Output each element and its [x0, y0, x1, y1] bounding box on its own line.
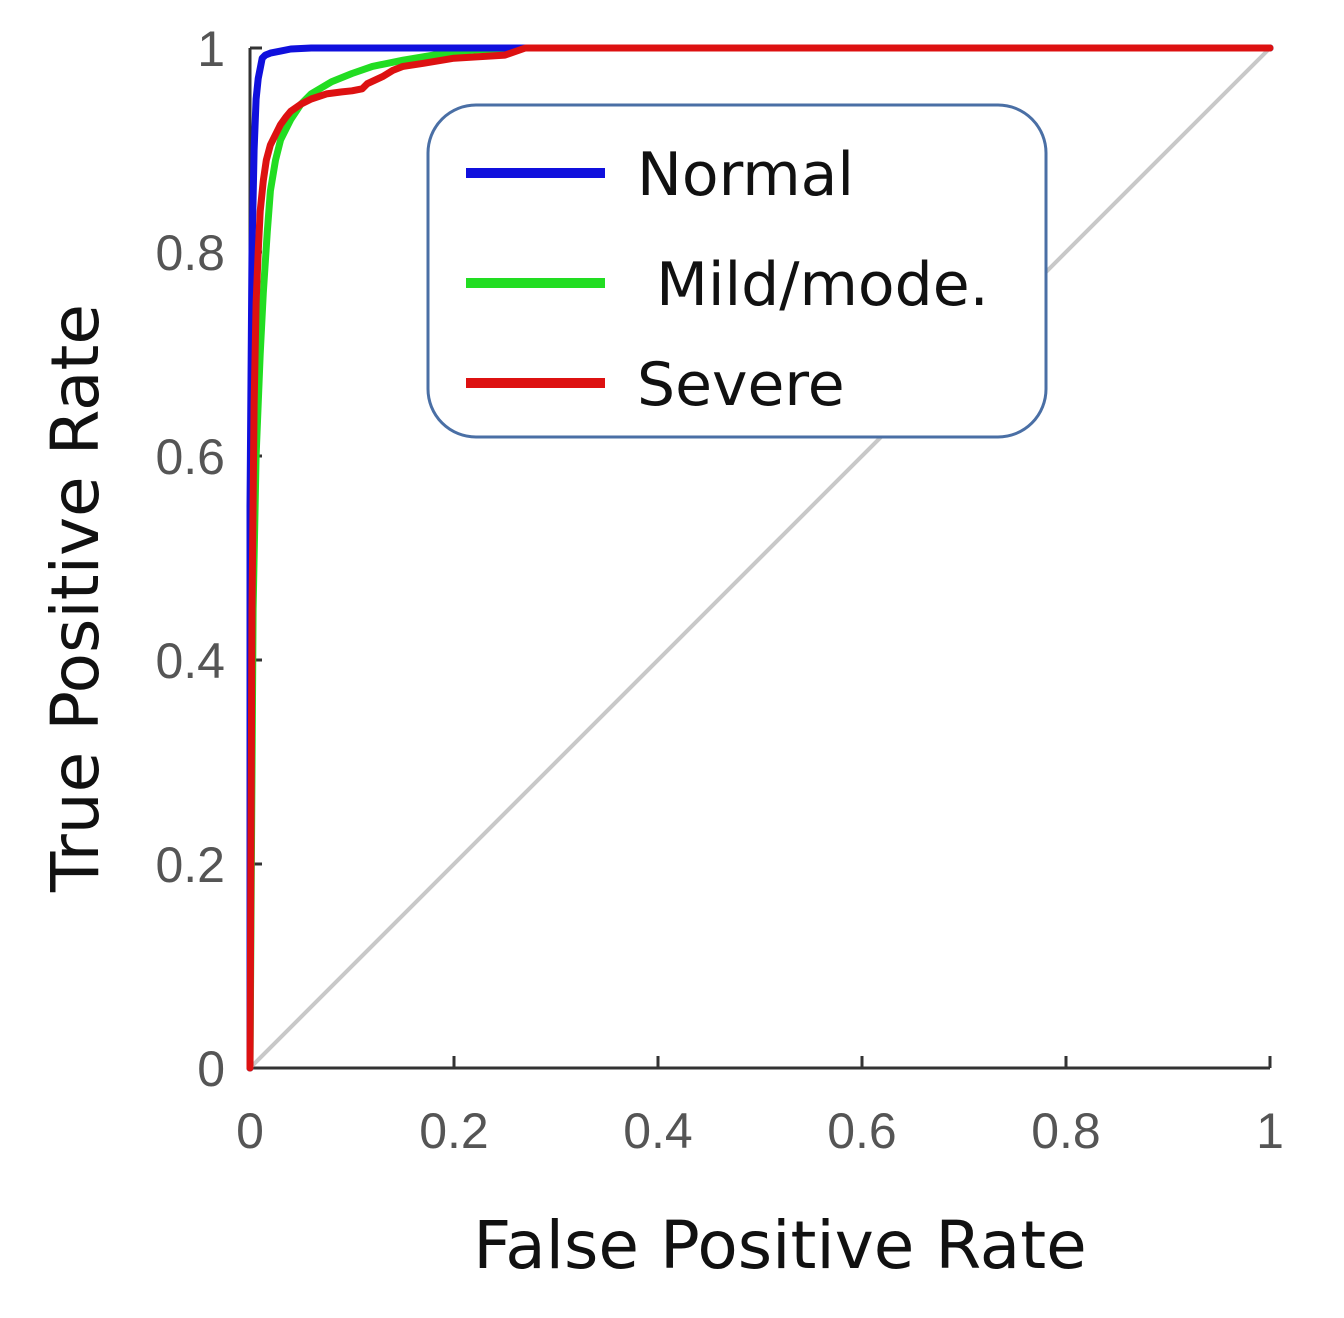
x-tick-label: 0 — [236, 1103, 264, 1159]
x-tick-label: 0.2 — [419, 1103, 489, 1159]
legend-label-severe: Severe — [637, 350, 845, 420]
y-tick-label: 0.6 — [155, 429, 225, 485]
x-ticks: 0 0.2 0.4 0.6 0.8 1 — [236, 1056, 1284, 1159]
y-axis-title: True Positive Rate — [37, 304, 114, 893]
chance-diagonal-line — [248, 46, 1272, 1070]
series-line-normal — [246, 44, 1274, 1072]
x-axis-title: False Positive Rate — [473, 1207, 1086, 1284]
y-tick-label: 1 — [197, 21, 225, 77]
series-line-severe — [246, 44, 1274, 1072]
legend-label-normal: Normal — [637, 140, 854, 210]
y-ticks: 0 0.2 0.4 0.6 0.8 1 — [155, 21, 262, 1097]
x-tick-label: 0.6 — [827, 1103, 897, 1159]
legend-box — [426, 103, 1048, 439]
legend: Normal Mild/mode. Severe — [426, 103, 1048, 439]
x-tick-label: 1 — [1256, 1103, 1284, 1159]
y-tick-label: 0 — [197, 1041, 225, 1097]
x-tick-label: 0.8 — [1031, 1103, 1101, 1159]
y-tick-label: 0.2 — [155, 837, 225, 893]
x-tick-label: 0.4 — [623, 1103, 693, 1159]
y-tick-label: 0.4 — [155, 633, 225, 689]
series-layer — [246, 44, 1274, 1072]
y-tick-label: 0.8 — [155, 225, 225, 281]
legend-label-mild-moderate: Mild/mode. — [637, 250, 989, 320]
